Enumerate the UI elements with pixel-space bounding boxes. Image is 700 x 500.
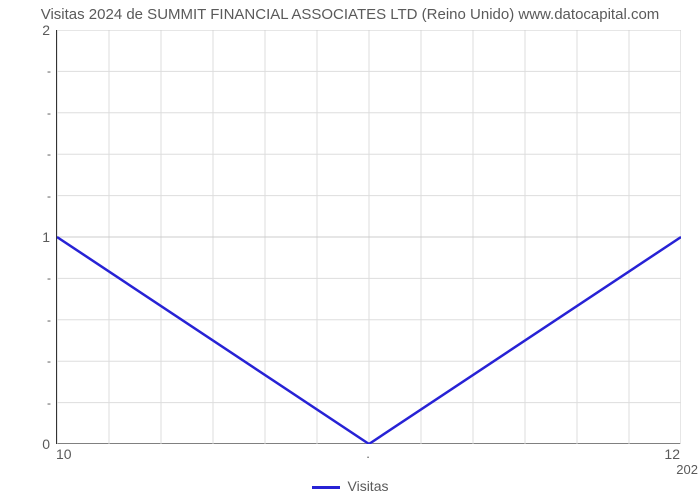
x-sublabel-right: 202: [676, 462, 698, 477]
ytick-label: 0: [0, 436, 50, 452]
ytick-minor-mark: -: [47, 396, 51, 410]
plot-area: --------: [56, 30, 680, 444]
ytick-label: 2: [0, 22, 50, 38]
x-center-mark: .: [366, 446, 370, 461]
xtick-label: 12: [664, 446, 680, 462]
legend: Visitas: [0, 478, 700, 494]
ytick-label: 1: [0, 229, 50, 245]
ytick-minor-mark: -: [47, 271, 51, 285]
ytick-minor-mark: -: [47, 64, 51, 78]
chart-title: Visitas 2024 de SUMMIT FINANCIAL ASSOCIA…: [0, 6, 700, 23]
ytick-minor-mark: -: [47, 313, 51, 327]
gridlines: [57, 30, 681, 444]
legend-swatch: [312, 486, 340, 489]
ytick-minor-mark: -: [47, 147, 51, 161]
chart-svg: [57, 30, 681, 444]
ytick-minor-mark: -: [47, 106, 51, 120]
ytick-minor-mark: -: [47, 354, 51, 368]
legend-label: Visitas: [348, 478, 389, 494]
ytick-minor-mark: -: [47, 189, 51, 203]
xtick-label: 10: [56, 446, 72, 462]
